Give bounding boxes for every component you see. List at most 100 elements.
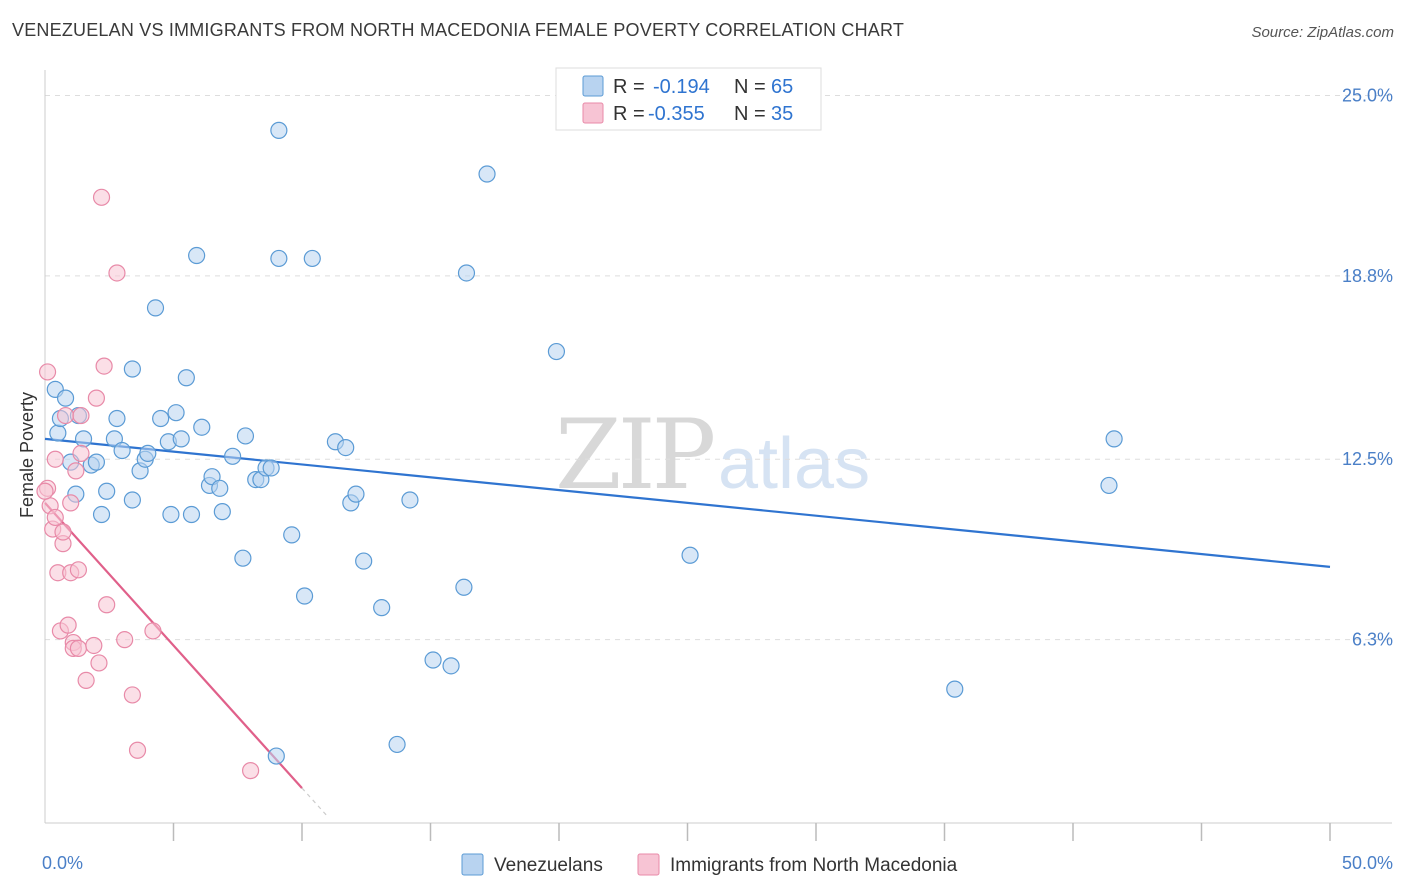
point-north-macedonia	[144, 622, 162, 640]
point-venezuelans	[172, 430, 190, 448]
point-venezuelans	[74, 430, 93, 448]
point-venezuelans	[270, 121, 288, 139]
point-north-macedonia	[85, 636, 103, 655]
legend-top-swatch-pink	[582, 102, 604, 124]
point-venezuelans	[177, 369, 195, 387]
point-north-macedonia	[72, 406, 90, 425]
point-venezuelans	[373, 599, 391, 617]
point-venezuelans	[92, 505, 111, 524]
legend-top-n-label-blue: N =	[734, 76, 766, 98]
point-venezuelans	[98, 482, 116, 500]
point-north-macedonia	[123, 686, 141, 704]
point-venezuelans	[193, 418, 211, 436]
point-venezuelans	[234, 549, 252, 567]
point-venezuelans	[457, 264, 476, 282]
point-venezuelans	[442, 657, 460, 675]
x-tick-label-max: 50.0%	[1342, 853, 1393, 873]
trend-lines	[44, 437, 1331, 817]
point-venezuelans	[224, 447, 242, 465]
point-venezuelans	[123, 491, 141, 509]
point-venezuelans	[1105, 430, 1123, 448]
watermark-zip: ZIP	[555, 399, 714, 511]
point-venezuelans	[337, 438, 355, 457]
point-venezuelans	[267, 747, 285, 765]
legend-top-r-value-pink: -0.355	[648, 103, 705, 125]
legend-top: R = -0.194 N = 65 R = -0.355 N = 35	[555, 67, 822, 131]
point-north-macedonia	[87, 389, 106, 407]
legend-bottom: Venezuelans Immigrants from North Macedo…	[461, 853, 958, 876]
legend-top-n-value-pink: 35	[771, 103, 793, 125]
trend-line-venezuelans	[44, 437, 1331, 569]
point-north-macedonia	[95, 357, 113, 375]
point-venezuelans	[262, 459, 280, 477]
point-venezuelans	[1100, 476, 1118, 495]
point-north-macedonia	[36, 482, 54, 500]
point-venezuelans	[56, 389, 75, 407]
point-venezuelans	[283, 526, 301, 544]
point-north-macedonia	[56, 406, 75, 425]
point-venezuelans	[347, 485, 365, 503]
trend-line-north-macedonia	[44, 502, 303, 789]
point-north-macedonia	[67, 462, 85, 480]
watermark-atlas: atlas	[718, 424, 870, 504]
point-north-macedonia	[77, 671, 95, 690]
point-venezuelans	[123, 360, 141, 378]
data-points	[36, 121, 1123, 780]
x-tick-label-min: 0.0%	[42, 853, 83, 873]
point-north-macedonia	[116, 631, 134, 649]
y-axis-label: Female Poverty	[17, 392, 37, 518]
point-north-macedonia	[38, 363, 57, 381]
point-venezuelans	[152, 409, 170, 428]
legend-top-r-label-pink: R =	[613, 103, 645, 125]
point-north-macedonia	[46, 508, 64, 527]
point-venezuelans	[388, 735, 406, 754]
point-north-macedonia	[59, 616, 77, 634]
point-venezuelans	[182, 505, 201, 524]
point-venezuelans	[113, 441, 131, 460]
point-venezuelans	[139, 444, 157, 463]
point-venezuelans	[49, 424, 67, 442]
y-tick-label: 6.3%	[1352, 630, 1393, 650]
legend-top-r-label-blue: R =	[613, 76, 645, 98]
point-north-macedonia	[98, 596, 116, 614]
legend-top-n-value-blue: 65	[771, 76, 793, 98]
point-venezuelans	[401, 491, 419, 509]
point-venezuelans	[478, 165, 496, 183]
point-north-macedonia	[242, 762, 260, 780]
point-venezuelans	[87, 453, 106, 471]
point-venezuelans	[108, 409, 126, 428]
point-venezuelans	[162, 505, 180, 524]
point-venezuelans	[303, 249, 321, 268]
point-north-macedonia	[72, 444, 90, 463]
point-north-macedonia	[62, 494, 80, 512]
legend-bottom-label-north-macedonia: Immigrants from North Macedonia	[670, 855, 958, 876]
point-venezuelans	[270, 249, 288, 268]
point-venezuelans	[146, 299, 165, 317]
point-venezuelans	[355, 552, 373, 570]
grid-lines	[45, 94, 1392, 641]
legend-top-swatch-blue	[582, 75, 604, 97]
point-north-macedonia	[128, 741, 147, 759]
point-venezuelans	[681, 546, 699, 564]
point-venezuelans	[455, 578, 473, 596]
y-tick-label: 12.5%	[1342, 449, 1393, 469]
chart-title: VENEZUELAN VS IMMIGRANTS FROM NORTH MACE…	[12, 20, 905, 40]
legend-top-n-label-pink: N =	[734, 103, 766, 125]
y-tick-label: 18.8%	[1342, 266, 1393, 286]
point-north-macedonia	[46, 450, 64, 468]
point-venezuelans	[167, 404, 185, 422]
point-north-macedonia	[69, 561, 88, 579]
point-north-macedonia	[108, 264, 126, 282]
point-north-macedonia	[90, 654, 108, 672]
chart-source: Source: ZipAtlas.com	[1251, 24, 1394, 41]
point-venezuelans	[295, 587, 314, 605]
legend-top-r-value-blue: -0.194	[653, 76, 710, 98]
point-north-macedonia	[54, 523, 72, 541]
legend-bottom-swatch-venezuelans	[461, 853, 484, 876]
point-north-macedonia	[69, 639, 88, 657]
tick-labels: 6.3% 12.5% 18.8% 25.0% 0.0% 50.0%	[42, 85, 1393, 873]
point-venezuelans	[547, 342, 566, 361]
point-venezuelans	[424, 651, 442, 669]
axes	[44, 70, 1392, 841]
